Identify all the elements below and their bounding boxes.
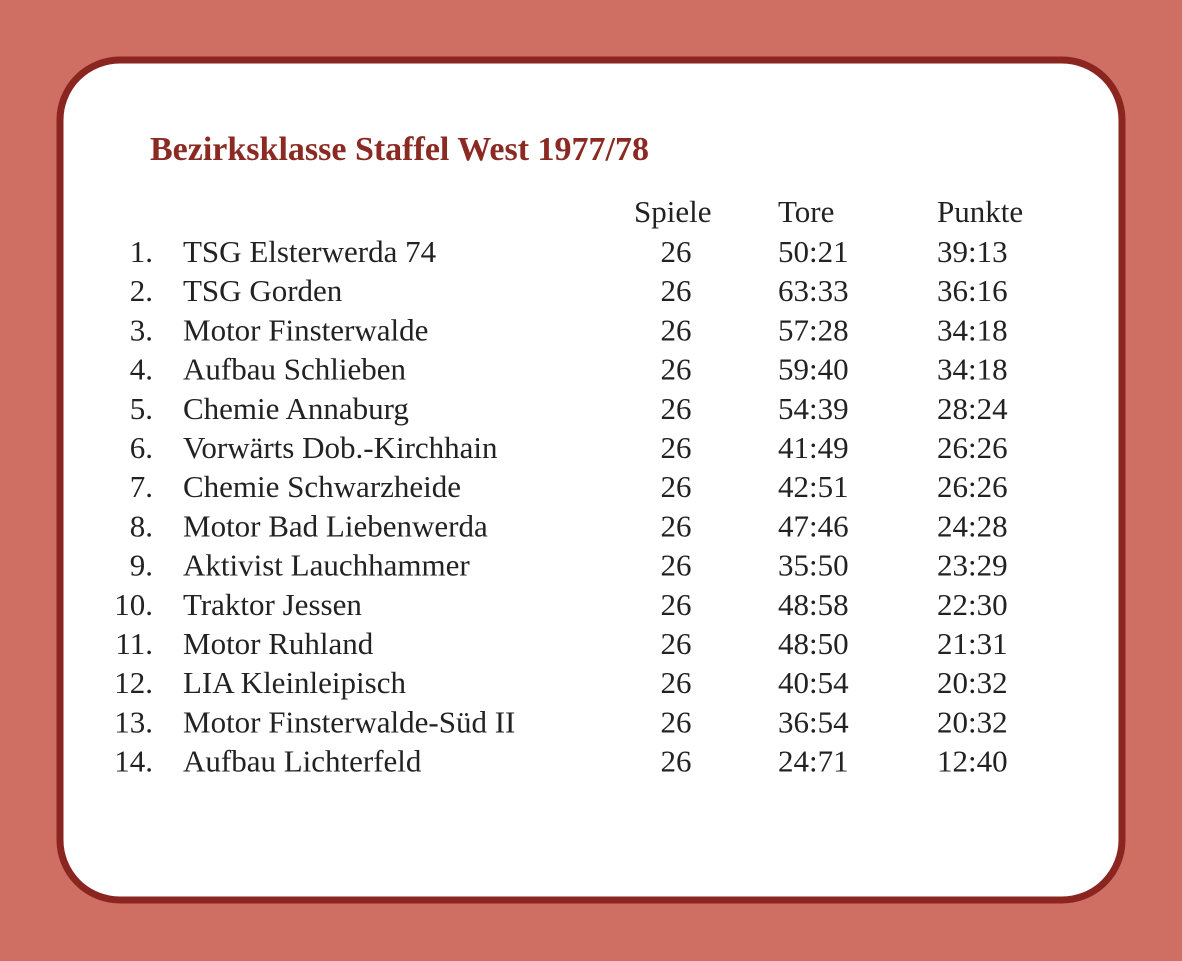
points: 34:18 [937, 312, 1008, 347]
points: 39:13 [937, 234, 1008, 269]
points: 12:40 [937, 744, 1008, 779]
games: 26 [661, 352, 692, 387]
team: Aufbau Schlieben [183, 352, 406, 387]
goals: 59:40 [778, 352, 849, 387]
games: 26 [661, 273, 692, 308]
column-header: Punkte [937, 194, 1023, 229]
points: 23:29 [937, 548, 1008, 583]
standings-table: Spiele Tore Punkte 1. TSG Elsterwerda 74 26 50… [114, 194, 1023, 779]
games: 26 [661, 744, 692, 779]
goals: 42:51 [778, 469, 849, 504]
team: Motor Finsterwalde-Süd II [183, 704, 515, 739]
rank: 6. [130, 430, 153, 465]
games: 26 [661, 391, 692, 426]
games: 26 [661, 469, 692, 504]
points: 20:32 [937, 665, 1008, 700]
games: 26 [661, 626, 692, 661]
team: Motor Finsterwalde [183, 312, 428, 347]
rank: 10. [114, 587, 153, 622]
games: 26 [661, 312, 692, 347]
points: 24:28 [937, 508, 1008, 543]
games: 26 [661, 508, 692, 543]
team: Aktivist Lauchhammer [183, 548, 470, 583]
goals: 57:28 [778, 312, 849, 347]
team: Motor Ruhland [183, 626, 374, 661]
rank: 11. [115, 626, 153, 661]
games: 26 [661, 665, 692, 700]
rank: 9. [130, 548, 153, 583]
points: 36:16 [937, 273, 1008, 308]
games: 26 [661, 587, 692, 622]
column-header: Tore [778, 194, 834, 229]
games: 26 [661, 548, 692, 583]
goals: 63:33 [778, 273, 849, 308]
rank: 13. [114, 704, 153, 739]
rank: 7. [130, 469, 153, 504]
goals: 41:49 [778, 430, 849, 465]
card [56, 56, 1126, 904]
rank: 12. [114, 665, 153, 700]
team: LIA Kleinleipisch [183, 665, 406, 700]
goals: 47:46 [778, 508, 849, 543]
rank: 1. [130, 234, 153, 269]
goals: 24:71 [778, 744, 849, 779]
team: Vorwärts Dob.-Kirchhain [183, 430, 498, 465]
points: 21:31 [937, 626, 1008, 661]
goals: 40:54 [778, 665, 849, 700]
team: TSG Elsterwerda 74 [183, 234, 437, 269]
goals: 35:50 [778, 548, 849, 583]
points: 26:26 [937, 469, 1008, 504]
games: 26 [661, 430, 692, 465]
rank: 2. [130, 273, 153, 308]
goals: 36:54 [778, 704, 849, 739]
goals: 50:21 [778, 234, 849, 269]
rank: 4. [130, 352, 153, 387]
team: Motor Bad Liebenwerda [183, 508, 488, 543]
points: 34:18 [937, 352, 1008, 387]
rank: 5. [130, 391, 153, 426]
points: 20:32 [937, 704, 1008, 739]
goals: 48:58 [778, 587, 849, 622]
team: Chemie Annaburg [183, 391, 409, 426]
goals: 48:50 [778, 626, 849, 661]
rank: 8. [130, 508, 153, 543]
rank: 3. [130, 312, 153, 347]
column-header: Spiele [634, 194, 712, 229]
points: 28:24 [937, 391, 1008, 426]
rank: 14. [114, 744, 153, 779]
team: Traktor Jessen [183, 587, 362, 622]
goals: 54:39 [778, 391, 849, 426]
points: 26:26 [937, 430, 1008, 465]
team: TSG Gorden [183, 273, 343, 308]
team: Chemie Schwarzheide [183, 469, 461, 504]
games: 26 [661, 704, 692, 739]
games: 26 [661, 234, 692, 269]
table-title: Bezirksklasse Staffel West 1977/78 [150, 131, 649, 168]
team: Aufbau Lichterfeld [183, 744, 422, 779]
points: 22:30 [937, 587, 1008, 622]
